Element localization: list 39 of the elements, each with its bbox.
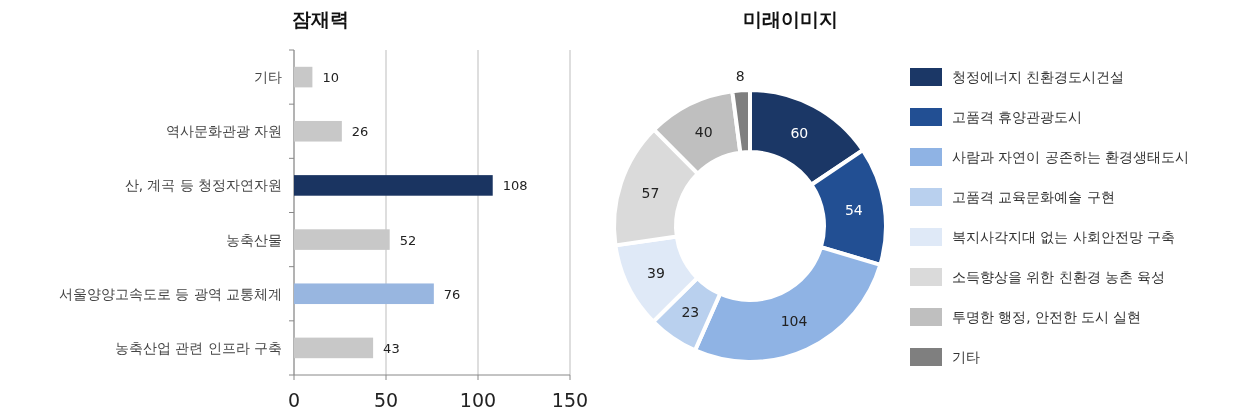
legend-label: 기타 <box>952 349 980 365</box>
legend-label: 복지사각지대 없는 사회안전망 구축 <box>952 229 1175 245</box>
data-label: 76 <box>443 286 461 302</box>
data-label: 10 <box>322 70 339 86</box>
data-label: 40 <box>694 123 713 140</box>
legend-label: 사람과 자연이 공존하는 환경생태도시 <box>952 149 1189 165</box>
data-label: 39 <box>647 264 665 281</box>
y-tick-label: 역사문화관광 자원 <box>165 123 282 140</box>
x-tick-label: 0 <box>287 389 301 411</box>
bar <box>294 120 342 142</box>
data-label: 57 <box>641 184 660 201</box>
y-tick-label: 서울양양고속도로 등 광역 교통체계 <box>59 285 282 302</box>
legend-label: 청정에너지 친환경도시건설 <box>952 69 1125 85</box>
chart-title: 미래이미지 <box>742 8 838 30</box>
x-tick-label: 150 <box>551 389 589 411</box>
data-label: 43 <box>383 340 400 356</box>
legend-label: 소득향상을 위한 친환경 농촌 육성 <box>952 269 1166 285</box>
legend-label: 투명한 행정, 안전한 도시 실현 <box>952 309 1142 325</box>
data-label: 52 <box>399 232 417 248</box>
data-label: 60 <box>790 125 809 142</box>
data-label: 8 <box>735 68 745 85</box>
bar <box>294 337 374 359</box>
data-label: 108 <box>502 178 528 194</box>
chart-title: 잠재력 <box>291 8 349 30</box>
y-tick-label: 농축산업 관련 인프라 구축 <box>115 339 282 356</box>
x-tick-label: 100 <box>459 389 497 411</box>
data-label: 23 <box>681 304 700 321</box>
bar <box>294 283 434 305</box>
y-tick-label: 기타 <box>254 69 282 86</box>
bar <box>294 175 493 196</box>
data-label: 26 <box>351 124 369 140</box>
data-label: 54 <box>844 202 863 219</box>
bar <box>294 66 313 88</box>
legend-label: 고품격 휴양관광도시 <box>952 109 1083 125</box>
y-tick-label: 산, 계곡 등 청정자연자원 <box>124 177 282 194</box>
y-tick-label: 농축산물 <box>226 231 282 248</box>
data-label: 104 <box>780 313 808 330</box>
legend-label: 고품격 교육문화예술 구현 <box>952 189 1115 205</box>
x-tick-label: 50 <box>373 389 399 411</box>
